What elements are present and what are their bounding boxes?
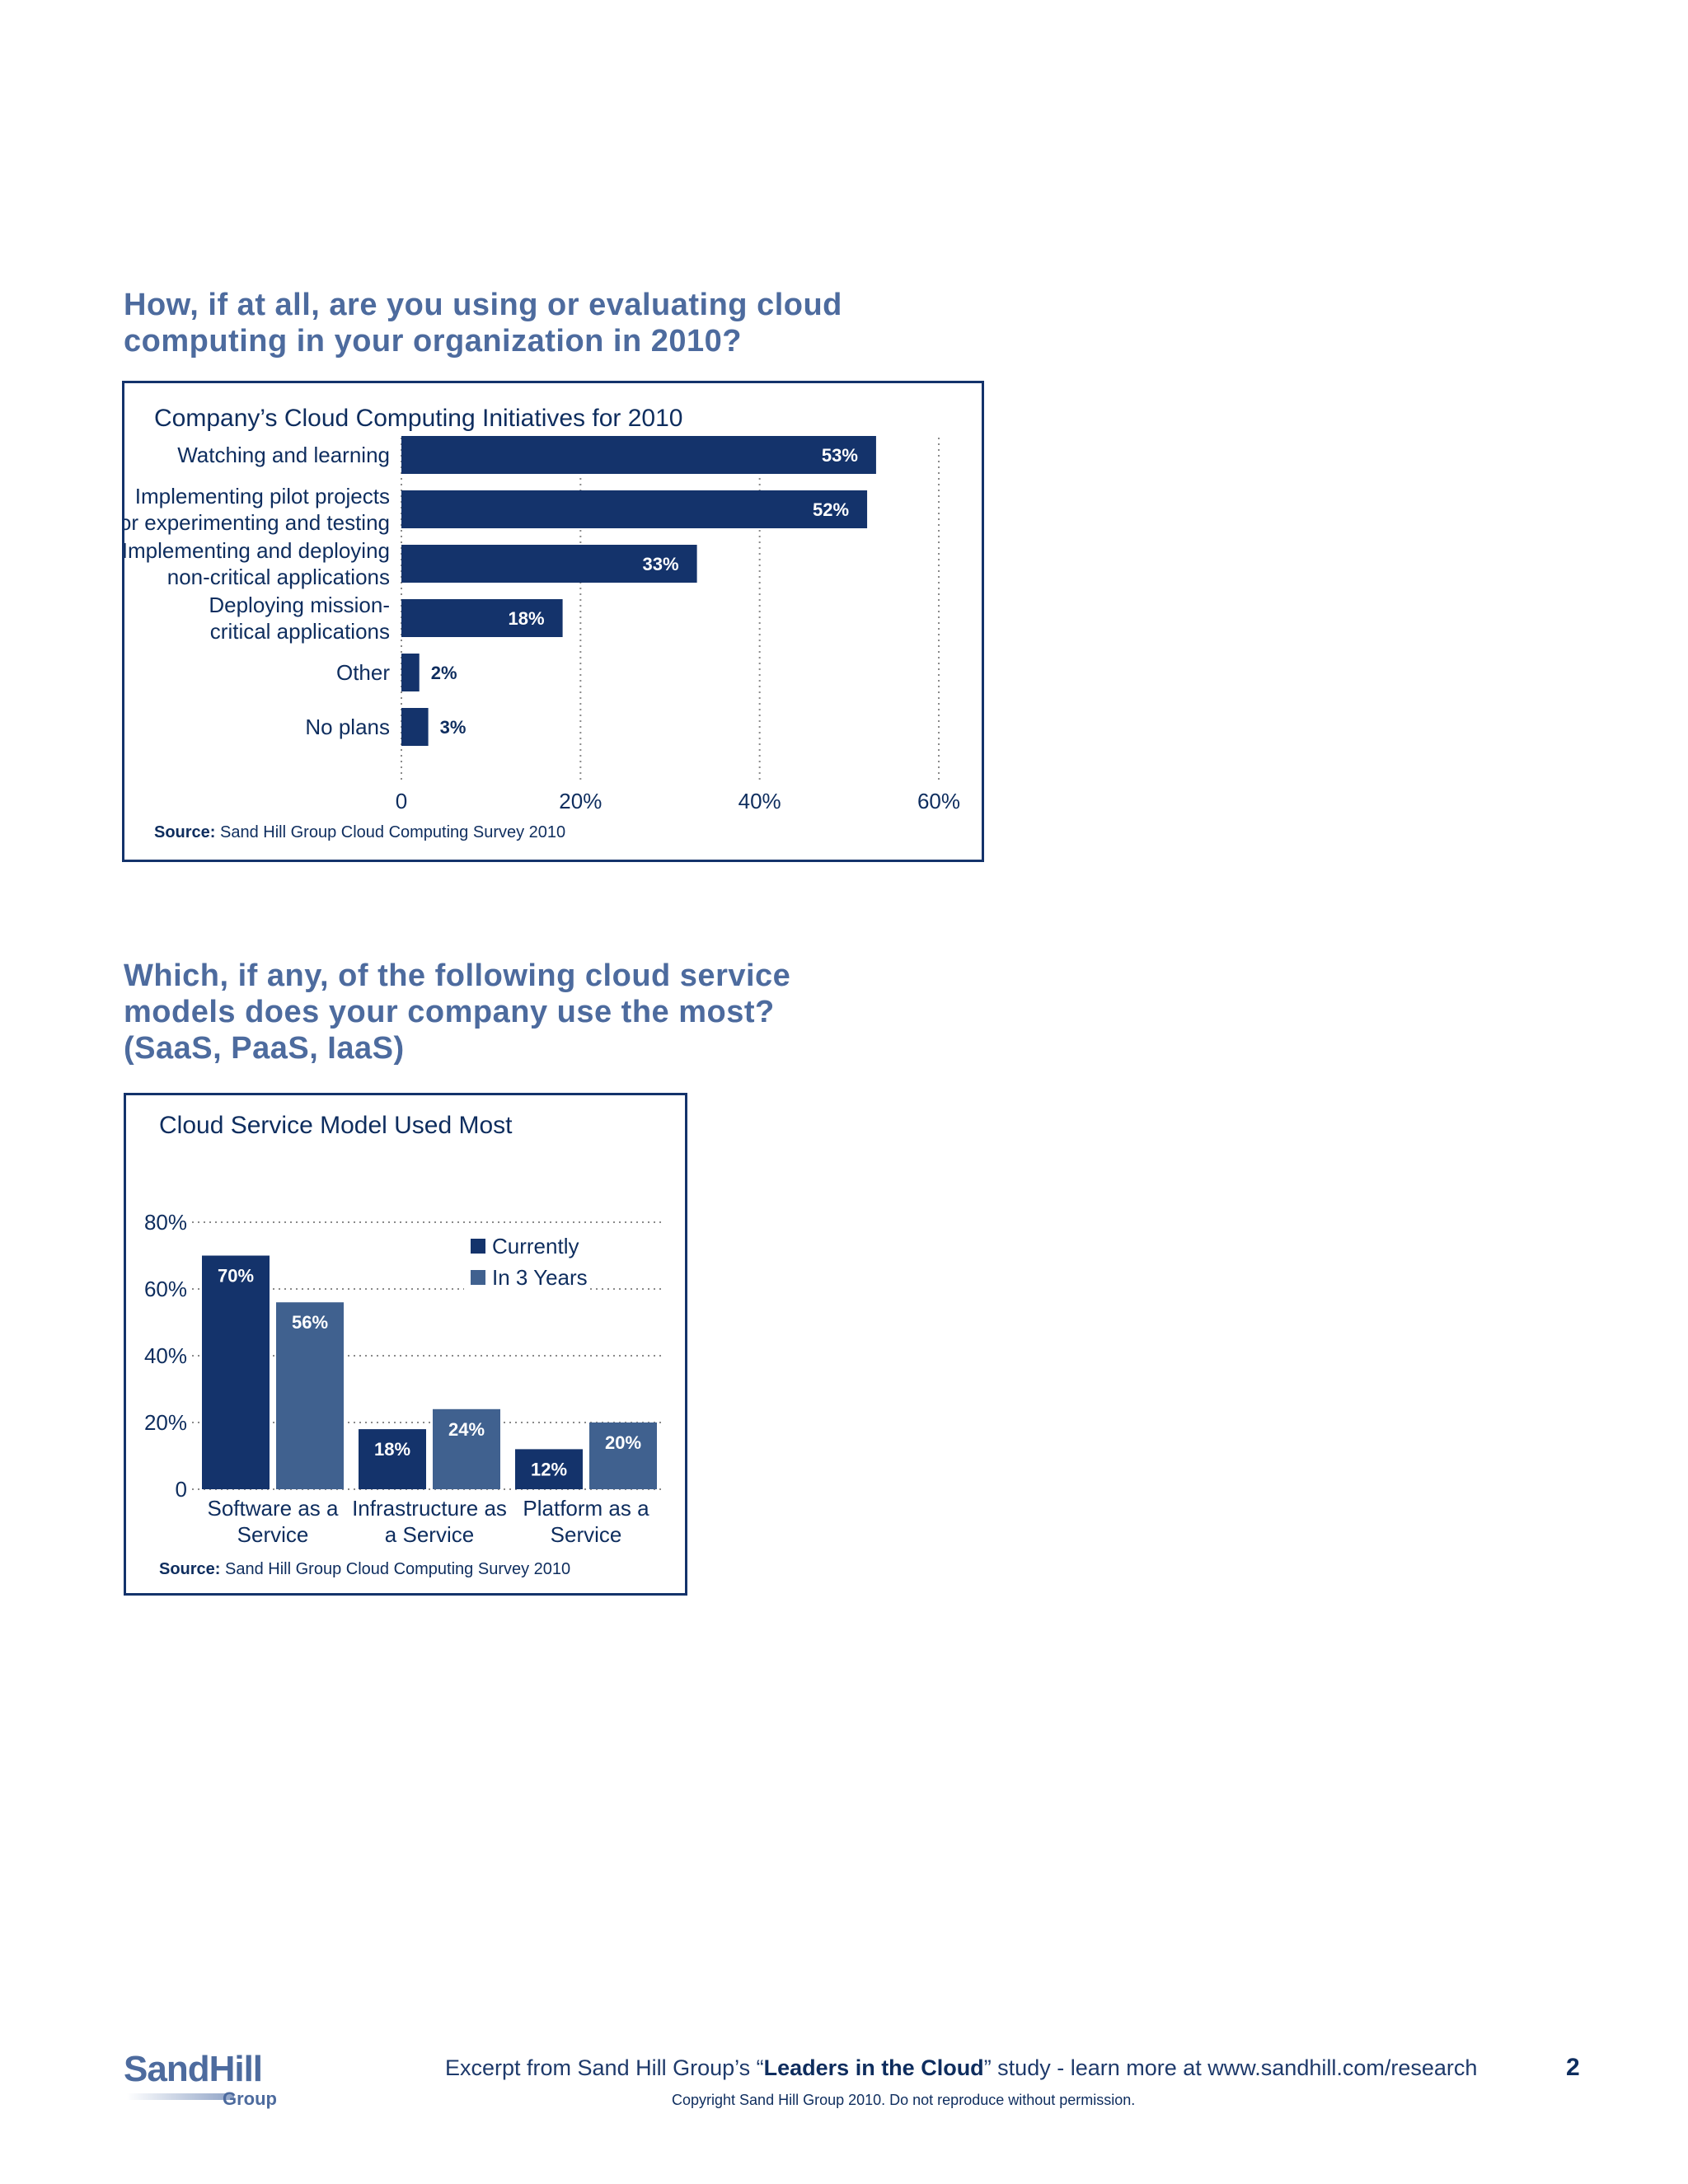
bar — [401, 708, 429, 746]
legend-swatch — [471, 1239, 485, 1254]
page-number: 2 — [1566, 2054, 1580, 2081]
category-label: Service — [237, 1522, 309, 1547]
y-tick-label: 20% — [144, 1410, 187, 1435]
bar-value-label: 20% — [605, 1432, 641, 1453]
bar — [359, 1429, 426, 1489]
bar — [401, 436, 876, 474]
category-label: non-critical applications — [167, 565, 390, 589]
question-2-line: Which, if any, of the following cloud se… — [124, 958, 791, 993]
question-2-line: models does your company use the most? — [124, 995, 775, 1029]
category-label: Service — [551, 1522, 622, 1547]
category-label: Implementing and deploying — [124, 538, 390, 563]
category-label: No plans — [305, 715, 390, 739]
source-text: Sand Hill Group Cloud Computing Survey 2… — [215, 823, 566, 841]
bar-value-label: 2% — [431, 663, 457, 683]
footer-excerpt: Excerpt from Sand Hill Group’s “Leaders … — [445, 2055, 1477, 2081]
sandhill-logo: SandHill Group — [124, 2049, 280, 2109]
bar-value-label: 3% — [440, 717, 467, 738]
footer-copyright: Copyright Sand Hill Group 2010. Do not r… — [672, 2092, 1136, 2108]
bar — [401, 490, 868, 528]
bar-value-label: 18% — [374, 1439, 410, 1460]
logo-wordmark: SandHill — [124, 2049, 263, 2089]
category-label: for experimenting and testing — [124, 510, 390, 535]
chart-1-plot: 0 20% 40% 60% 53% Watching and learning 52% Imp… — [124, 436, 960, 813]
bar — [401, 599, 563, 637]
bar — [433, 1408, 500, 1489]
bar-value-label: 12% — [531, 1459, 567, 1479]
legend-swatch — [471, 1270, 485, 1285]
y-tick-label: 0 — [176, 1477, 187, 1502]
category-label: critical applications — [210, 619, 390, 644]
y-tick-label: 40% — [144, 1343, 187, 1368]
bar-value-label: 52% — [813, 499, 849, 520]
excerpt-post: ” study - learn more at www.sandhill.com… — [983, 2055, 1478, 2080]
bar-value-label: 33% — [643, 554, 679, 574]
bar — [401, 654, 420, 691]
bar-value-label: 24% — [448, 1419, 485, 1440]
category-label: Platform as a — [523, 1496, 649, 1521]
chart-2-title: Cloud Service Model Used Most — [159, 1112, 513, 1139]
bar — [202, 1255, 270, 1489]
source-label: Source: — [159, 1560, 221, 1578]
legend-label: In 3 Years — [492, 1265, 588, 1290]
question-1-line: How, if at all, are you using or evaluat… — [124, 288, 842, 322]
category-label: Deploying mission- — [209, 593, 390, 617]
y-tick-label: 60% — [144, 1277, 187, 1301]
category-label: a Service — [385, 1522, 474, 1547]
bar-value-label: 18% — [509, 608, 545, 629]
bar — [589, 1422, 657, 1489]
chart-2-source: Source: Sand Hill Group Cloud Computing … — [159, 1560, 570, 1579]
question-1-heading: How, if at all, are you using or evaluat… — [124, 287, 842, 359]
legend-label: Currently — [492, 1234, 579, 1258]
excerpt-study-name: Leaders in the Cloud — [763, 2055, 984, 2080]
bar-value-label: 53% — [822, 445, 858, 466]
category-label: Other — [336, 660, 390, 685]
question-2-line: (SaaS, PaaS, IaaS) — [124, 1031, 405, 1066]
bar-value-label: 56% — [292, 1312, 328, 1333]
x-tick-label: 40% — [738, 789, 781, 813]
chart-1-source: Source: Sand Hill Group Cloud Computing … — [154, 823, 565, 842]
x-tick-label: 60% — [917, 789, 960, 813]
logo-gradient-bar — [127, 2093, 234, 2100]
chart-1-frame: Company’s Cloud Computing Initiatives fo… — [122, 381, 984, 862]
y-tick-label: 80% — [144, 1210, 187, 1235]
source-label: Source: — [154, 823, 216, 841]
bar — [401, 545, 697, 583]
category-label: Software as a — [208, 1496, 340, 1521]
chart-2-frame: Cloud Service Model Used Most 0 20% 40% 60%… — [124, 1093, 687, 1596]
bar — [276, 1302, 344, 1489]
x-tick-label: 0 — [396, 789, 407, 813]
logo-subtext: Group — [223, 2088, 277, 2109]
category-label: Watching and learning — [177, 443, 390, 467]
source-text: Sand Hill Group Cloud Computing Survey 2… — [220, 1560, 571, 1578]
category-label: Infrastructure as — [352, 1496, 507, 1521]
chart-2-plot: 020%40%60%80%70%56%Software as aService1… — [144, 1210, 662, 1547]
x-tick-label: 20% — [559, 789, 602, 813]
bar — [515, 1449, 583, 1489]
excerpt-pre: Excerpt from Sand Hill Group’s “ — [445, 2055, 764, 2080]
chart-1-title: Company’s Cloud Computing Initiatives fo… — [154, 405, 683, 432]
bar-value-label: 70% — [218, 1266, 254, 1286]
question-2-heading: Which, if any, of the following cloud se… — [124, 958, 790, 1066]
question-1-line: computing in your organization in 2010? — [124, 324, 742, 359]
category-label: Implementing pilot projects — [135, 484, 390, 509]
